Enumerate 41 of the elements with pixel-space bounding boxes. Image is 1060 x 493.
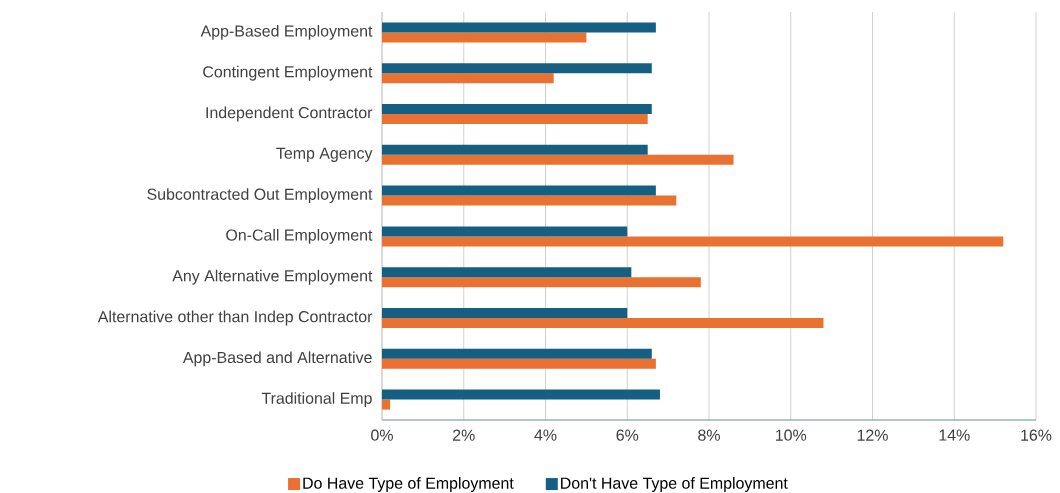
x-tick-label: 8% — [698, 429, 720, 441]
bar — [382, 277, 701, 288]
bar — [382, 318, 824, 328]
y-tick-label: On-Call Employment — [226, 228, 373, 244]
bar — [382, 195, 677, 206]
y-tick-label: Independent Contractor — [206, 106, 373, 122]
y-tick-label: Contingent Employment — [203, 65, 373, 81]
x-tick-label: 6% — [616, 429, 639, 441]
x-tick-label: 10% — [776, 429, 807, 441]
bar — [382, 144, 648, 155]
x-tick-label: 16% — [1021, 429, 1052, 441]
bar — [382, 114, 648, 124]
y-tick-label: Temp Agency — [276, 147, 373, 162]
bar — [382, 185, 656, 196]
bar — [382, 267, 632, 278]
y-tick-label: App-Based Employment — [200, 24, 373, 40]
bar — [382, 32, 587, 43]
x-tick-label: 14% — [939, 429, 970, 441]
x-tick-label: 2% — [453, 429, 475, 441]
bar — [382, 348, 652, 359]
legend-label: Don't Have Type of Employment — [561, 477, 788, 492]
x-tick-label: 12% — [857, 429, 888, 441]
bar — [382, 308, 628, 318]
bar — [382, 22, 656, 33]
y-tick-label: Traditional Emp — [261, 392, 372, 408]
bar — [382, 226, 628, 237]
y-tick-label: App-Based and Alternative — [182, 351, 372, 367]
y-tick-label: Any Alternative Employment — [172, 269, 373, 285]
bar — [382, 154, 734, 165]
y-tick-label: Subcontracted Out Employment — [147, 188, 373, 204]
bar — [382, 236, 1004, 247]
bar — [382, 399, 391, 410]
bar — [382, 389, 660, 400]
bar — [382, 63, 652, 74]
legend-label: Do Have Type of Employment — [303, 477, 514, 492]
x-tick-label: 0% — [371, 429, 393, 441]
y-tick-label: Alternative other than Indep Contractor — [97, 310, 373, 326]
bar — [382, 104, 652, 114]
bar — [382, 358, 656, 369]
bar — [382, 73, 554, 84]
x-tick-label: 4% — [534, 429, 557, 441]
